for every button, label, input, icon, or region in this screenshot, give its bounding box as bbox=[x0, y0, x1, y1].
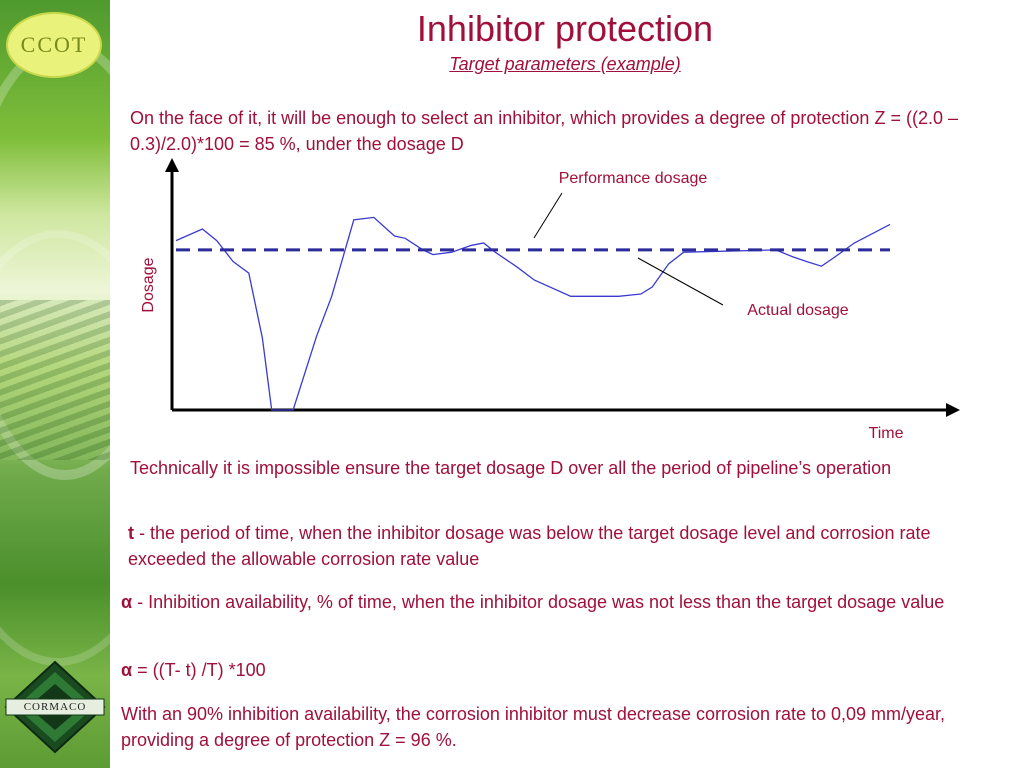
symbol-alpha: α bbox=[121, 592, 133, 612]
annotation-actual-dosage: Actual dosage bbox=[747, 302, 849, 319]
y-axis-label: Dosage bbox=[140, 257, 157, 312]
decorative-sidebar: CCOT CORMACO bbox=[0, 0, 110, 768]
annotation-actual-leader bbox=[637, 257, 724, 306]
x-axis-label: Time bbox=[869, 425, 904, 442]
y-axis-arrowhead bbox=[165, 158, 179, 172]
cormaco-logo-text: CORMACO bbox=[23, 701, 87, 713]
x-axis-arrowhead bbox=[946, 403, 960, 417]
annotation-performance-leader bbox=[533, 192, 563, 239]
formula-text: = ((T- t) /T) *100 bbox=[132, 660, 266, 680]
sidebar-landscape bbox=[0, 300, 110, 460]
paragraph-technically: Technically it is impossible ensure the … bbox=[130, 458, 892, 478]
actual-dosage-line bbox=[175, 216, 891, 411]
alpha-definition-text: - Inhibition availability, % of time, wh… bbox=[132, 592, 945, 612]
paragraph-alpha: α - Inhibition availability, % of time, … bbox=[121, 589, 1001, 615]
slide-title: Inhibitor protection bbox=[416, 8, 714, 49]
slide-subtitle: Target parameters (example) bbox=[449, 54, 681, 74]
symbol-t: t bbox=[128, 523, 134, 543]
ccot-logo: CCOT bbox=[6, 12, 102, 78]
intro-text: On the face of it, it will be enough to … bbox=[130, 108, 958, 154]
cormaco-logo bbox=[4, 660, 106, 754]
period-t-text: - the period of time, when the inhibitor… bbox=[128, 523, 931, 569]
paragraph-period-t: t - the period of time, when the inhibit… bbox=[128, 520, 1008, 572]
alpha-formula: α = ((T- t) /T) *100 bbox=[121, 657, 721, 683]
annotation-performance-dosage: Performance dosage bbox=[559, 170, 708, 187]
formula-symbol: α bbox=[121, 660, 133, 680]
paragraph-conclusion: With an 90% inhibition availability, the… bbox=[121, 704, 946, 750]
